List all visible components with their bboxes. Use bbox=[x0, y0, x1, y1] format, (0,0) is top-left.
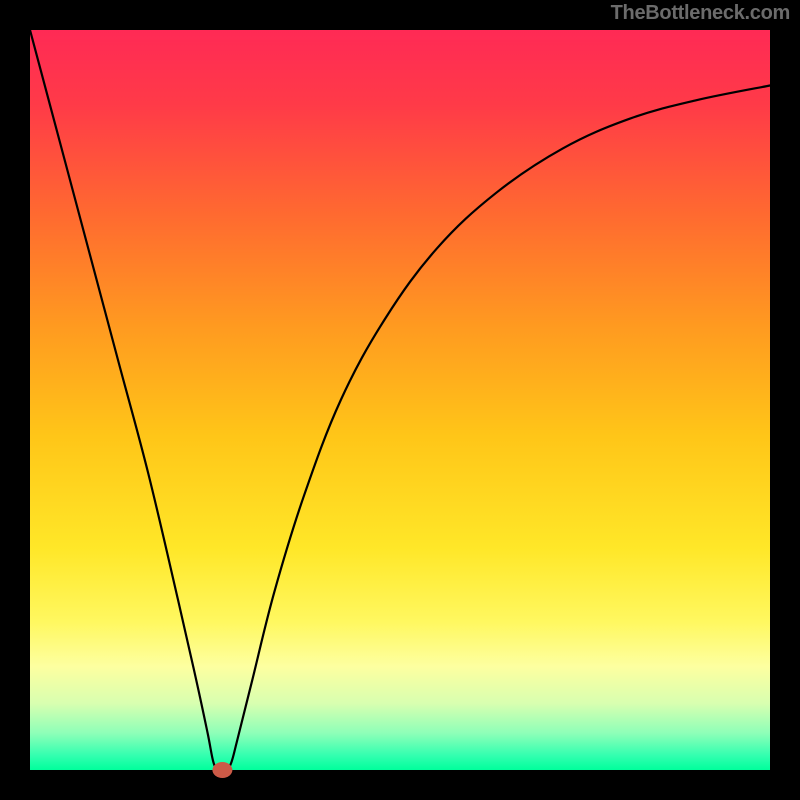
optimum-marker bbox=[212, 762, 232, 778]
bottleneck-chart bbox=[0, 0, 800, 800]
watermark-text: TheBottleneck.com bbox=[611, 2, 790, 25]
chart-gradient-bg bbox=[30, 30, 770, 770]
chart-container: TheBottleneck.com bbox=[0, 0, 800, 800]
